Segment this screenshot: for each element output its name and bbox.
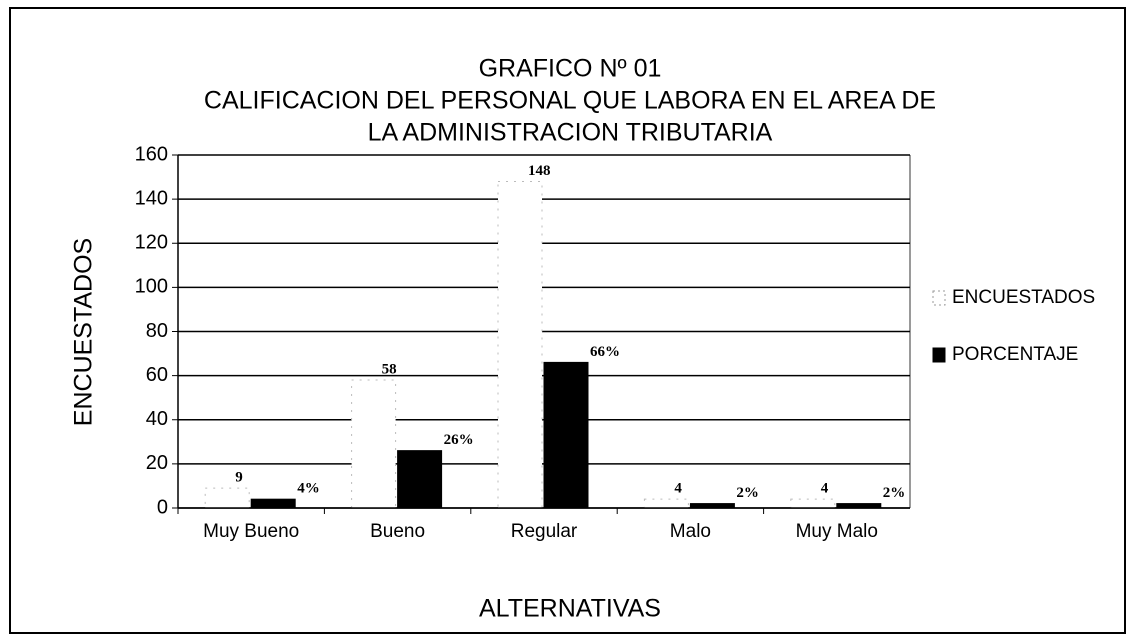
bar xyxy=(497,180,543,509)
y-tick-label: 0 xyxy=(157,496,168,518)
y-tick-label: 80 xyxy=(146,320,168,342)
x-tick-label: Malo xyxy=(670,521,711,542)
y-tick-label: 40 xyxy=(146,408,168,430)
y-tick-label: 20 xyxy=(146,452,168,474)
data-label: 2% xyxy=(883,485,906,501)
chart-title: GRAFICO Nº 01 xyxy=(479,55,662,83)
chart-title: CALIFICACION DEL PERSONAL QUE LABORA EN … xyxy=(204,87,936,115)
legend-swatch xyxy=(932,347,946,363)
y-tick-label: 160 xyxy=(135,143,168,165)
bar xyxy=(250,498,296,509)
y-tick-label: 60 xyxy=(146,364,168,386)
bar xyxy=(790,498,836,509)
x-tick-label: Muy Bueno xyxy=(203,521,299,542)
legend-label: ENCUESTADOS xyxy=(952,287,1095,308)
data-label: 4% xyxy=(297,481,320,497)
bar xyxy=(543,361,589,509)
data-label: 26% xyxy=(444,432,474,448)
data-label: 66% xyxy=(590,344,620,360)
data-label: 4 xyxy=(821,481,829,497)
data-label: 4 xyxy=(674,481,682,497)
bar xyxy=(351,379,397,509)
data-label: 9 xyxy=(235,470,243,486)
legend-swatch xyxy=(932,290,946,306)
bar xyxy=(643,498,689,509)
data-label: 148 xyxy=(528,163,551,179)
bar xyxy=(397,450,443,509)
x-tick-label: Bueno xyxy=(370,521,425,542)
y-tick-label: 140 xyxy=(135,187,168,209)
chart-title: LA ADMINISTRACION TRIBUTARIA xyxy=(368,119,773,147)
data-label: 58 xyxy=(382,361,397,377)
data-label: 2% xyxy=(736,485,759,501)
frame xyxy=(9,7,1126,634)
y-axis-label: ENCUESTADOS xyxy=(70,238,98,426)
legend-label: PORCENTAJE xyxy=(952,344,1078,365)
x-tick-label: Muy Malo xyxy=(796,521,878,542)
y-tick-label: 100 xyxy=(135,276,168,298)
bar xyxy=(204,487,250,509)
x-axis-label: ALTERNATIVAS xyxy=(479,595,661,623)
x-tick-label: Regular xyxy=(511,521,578,542)
y-tick-label: 120 xyxy=(135,232,168,254)
